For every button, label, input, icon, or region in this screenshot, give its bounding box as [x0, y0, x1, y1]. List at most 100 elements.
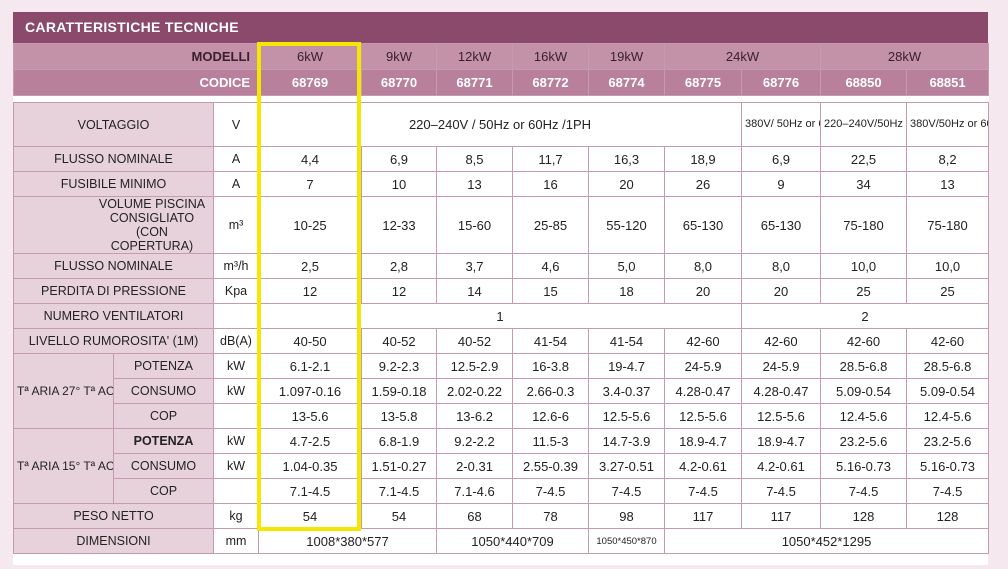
table-cell: 42-60	[740, 328, 822, 354]
table-cell: 42-60	[820, 328, 908, 354]
table-cell: 6,9	[361, 146, 437, 172]
model-cell: 16kW	[512, 43, 589, 70]
row-unit: kW	[213, 428, 259, 454]
row-label: VOLUME PISCINA CONSIGLIATO (CON COPERTUR…	[13, 196, 214, 254]
table-cell: 7-4.5	[512, 478, 589, 504]
row-label: FLUSSO NOMINALE	[13, 146, 214, 172]
group-label: Tª ARIA 27° Tª ACQUA 26°	[13, 353, 114, 429]
code-cell: 68851	[906, 69, 990, 96]
table-cell: 8,0	[664, 253, 742, 279]
table-cell: 23.2-5.6	[820, 428, 908, 454]
code-cell: 68770	[361, 69, 437, 96]
code-cell: 68776	[740, 69, 822, 96]
table-cell: 26	[664, 171, 742, 197]
table-cell: 22,5	[820, 146, 908, 172]
table-cell: 9	[740, 171, 822, 197]
table-cell: 7-4.5	[820, 478, 908, 504]
table-cell: 78	[512, 503, 589, 529]
voltage-row: VOLTAGGIO V 220–240V / 50Hz or 60Hz /1PH…	[13, 102, 990, 147]
model-cell: 28kW	[820, 43, 990, 70]
current-row: FLUSSO NOMINALE A 4,4 6,9 8,5 11,7 16,3 …	[13, 146, 990, 172]
dimensions-row: DIMENSIONI mm 1008*380*577 1050*440*709 …	[13, 528, 990, 554]
row-unit: m³/h	[213, 253, 259, 279]
row-label: FUSIBILE MINIMO	[13, 171, 214, 197]
fans-value: 2	[740, 303, 990, 329]
table-cell: 24-5.9	[664, 353, 742, 379]
table-cell: 2,8	[361, 253, 437, 279]
table-cell: 7-4.5	[664, 478, 742, 504]
table-cell: 28.5-6.8	[820, 353, 908, 379]
table-cell: 12.5-2.9	[436, 353, 513, 379]
table-cell: 4.28-0.47	[740, 378, 822, 404]
dimension-value: 1008*380*577	[258, 528, 437, 554]
table-cell: 15-60	[436, 196, 513, 254]
g1-power-row: Tª ARIA 27° Tª ACQUA 26° POTENZA kW 6.1-…	[13, 353, 990, 429]
model-cell: 19kW	[588, 43, 665, 70]
table-cell: 1.59-0.18	[361, 378, 437, 404]
table-cell: 12.5-5.6	[740, 403, 822, 429]
table-cell: 117	[740, 503, 822, 529]
table-cell: 25	[906, 278, 990, 304]
table-cell: 6.8-1.9	[361, 428, 437, 454]
table-cell: 18.9-4.7	[664, 428, 742, 454]
table-cell: 25-85	[512, 196, 589, 254]
table-cell: 40-52	[361, 328, 437, 354]
sub-label: POTENZA	[113, 428, 214, 454]
voltage-value: 380V/ 50Hz or 60Hz / 3PH	[740, 102, 822, 147]
row-unit	[213, 403, 259, 429]
table-cell: 1.51-0.27	[361, 453, 437, 479]
spec-panel: CARATTERISTICHE TECNICHE MODELLI 6kW 9kW…	[13, 12, 990, 565]
table-cell: 5.16-0.73	[906, 453, 990, 479]
g2-power-row: Tª ARIA 15° Tª ACQUA 26° POTENZA kW 4.7-…	[13, 428, 990, 504]
table-cell: 2.02-0.22	[436, 378, 513, 404]
table-cell: 18,9	[664, 146, 742, 172]
row-unit: A	[213, 146, 259, 172]
voltage-value: 380V/50Hz or 60Hz/3PH	[906, 102, 990, 147]
table-cell: 7.1-4.5	[361, 478, 437, 504]
table-cell: 41-54	[588, 328, 665, 354]
g2-consumption-row: CONSUMO kW 1.04-0.35 1.51-0.27 2-0.31 2.…	[14, 453, 990, 479]
flow-row: FLUSSO NOMINALE m³/h 2,5 2,8 3,7 4,6 5,0…	[13, 253, 990, 279]
table-cell: 2.66-0.3	[512, 378, 589, 404]
table-cell: 1.097-0.16	[258, 378, 362, 404]
table-cell: 13	[906, 171, 990, 197]
table-cell: 13-5.6	[258, 403, 362, 429]
table-cell: 3,7	[436, 253, 513, 279]
table-cell: 6.1-2.1	[258, 353, 362, 379]
row-unit: kW	[213, 353, 259, 379]
model-cell: 9kW	[361, 43, 437, 70]
row-label: VOLTAGGIO	[13, 102, 214, 147]
table-cell: 8,5	[436, 146, 513, 172]
model-cell: 12kW	[436, 43, 513, 70]
voltage-main: 220–240V / 50Hz or 60Hz /1PH	[258, 102, 742, 147]
row-label: FLUSSO NOMINALE	[13, 253, 214, 279]
table-cell: 4.2-0.61	[664, 453, 742, 479]
noise-row: LIVELLO RUMOROSITA' (1M) dB(A) 40-50 40-…	[13, 328, 990, 354]
table-cell: 4,4	[258, 146, 362, 172]
table-cell: 10	[361, 171, 437, 197]
g1-cop-row: COP 13-5.6 13-5.8 13-6.2 12.6-6 12.5-5.6…	[14, 403, 990, 429]
dimension-value: 1050*440*709	[436, 528, 589, 554]
table-cell: 65-130	[740, 196, 822, 254]
code-cell: 68771	[436, 69, 513, 96]
table-cell: 14.7-3.9	[588, 428, 665, 454]
pressure-row: PERDITA DI PRESSIONE Kpa 12 12 14 15 18 …	[13, 278, 990, 304]
table-cell: 75-180	[820, 196, 908, 254]
table-cell: 11,7	[512, 146, 589, 172]
group-label: Tª ARIA 15° Tª ACQUA 26°	[13, 428, 114, 504]
code-cell: 68769	[258, 69, 362, 96]
table-cell: 40-52	[436, 328, 513, 354]
dimension-value: 1050*450*870	[588, 528, 665, 554]
table-cell: 1.04-0.35	[258, 453, 362, 479]
model-cell: 24kW	[663, 43, 822, 70]
code-cell: 68772	[512, 69, 589, 96]
models-label: MODELLI	[13, 43, 259, 70]
sub-label: COP	[113, 478, 214, 504]
table-cell: 19-4.7	[588, 353, 665, 379]
table-cell: 7-4.5	[906, 478, 990, 504]
code-cell: 68774	[588, 69, 665, 96]
table-cell: 5.09-0.54	[906, 378, 990, 404]
table-cell: 16	[512, 171, 589, 197]
table-cell: 23.2-5.6	[906, 428, 990, 454]
row-unit: mm	[213, 528, 259, 554]
